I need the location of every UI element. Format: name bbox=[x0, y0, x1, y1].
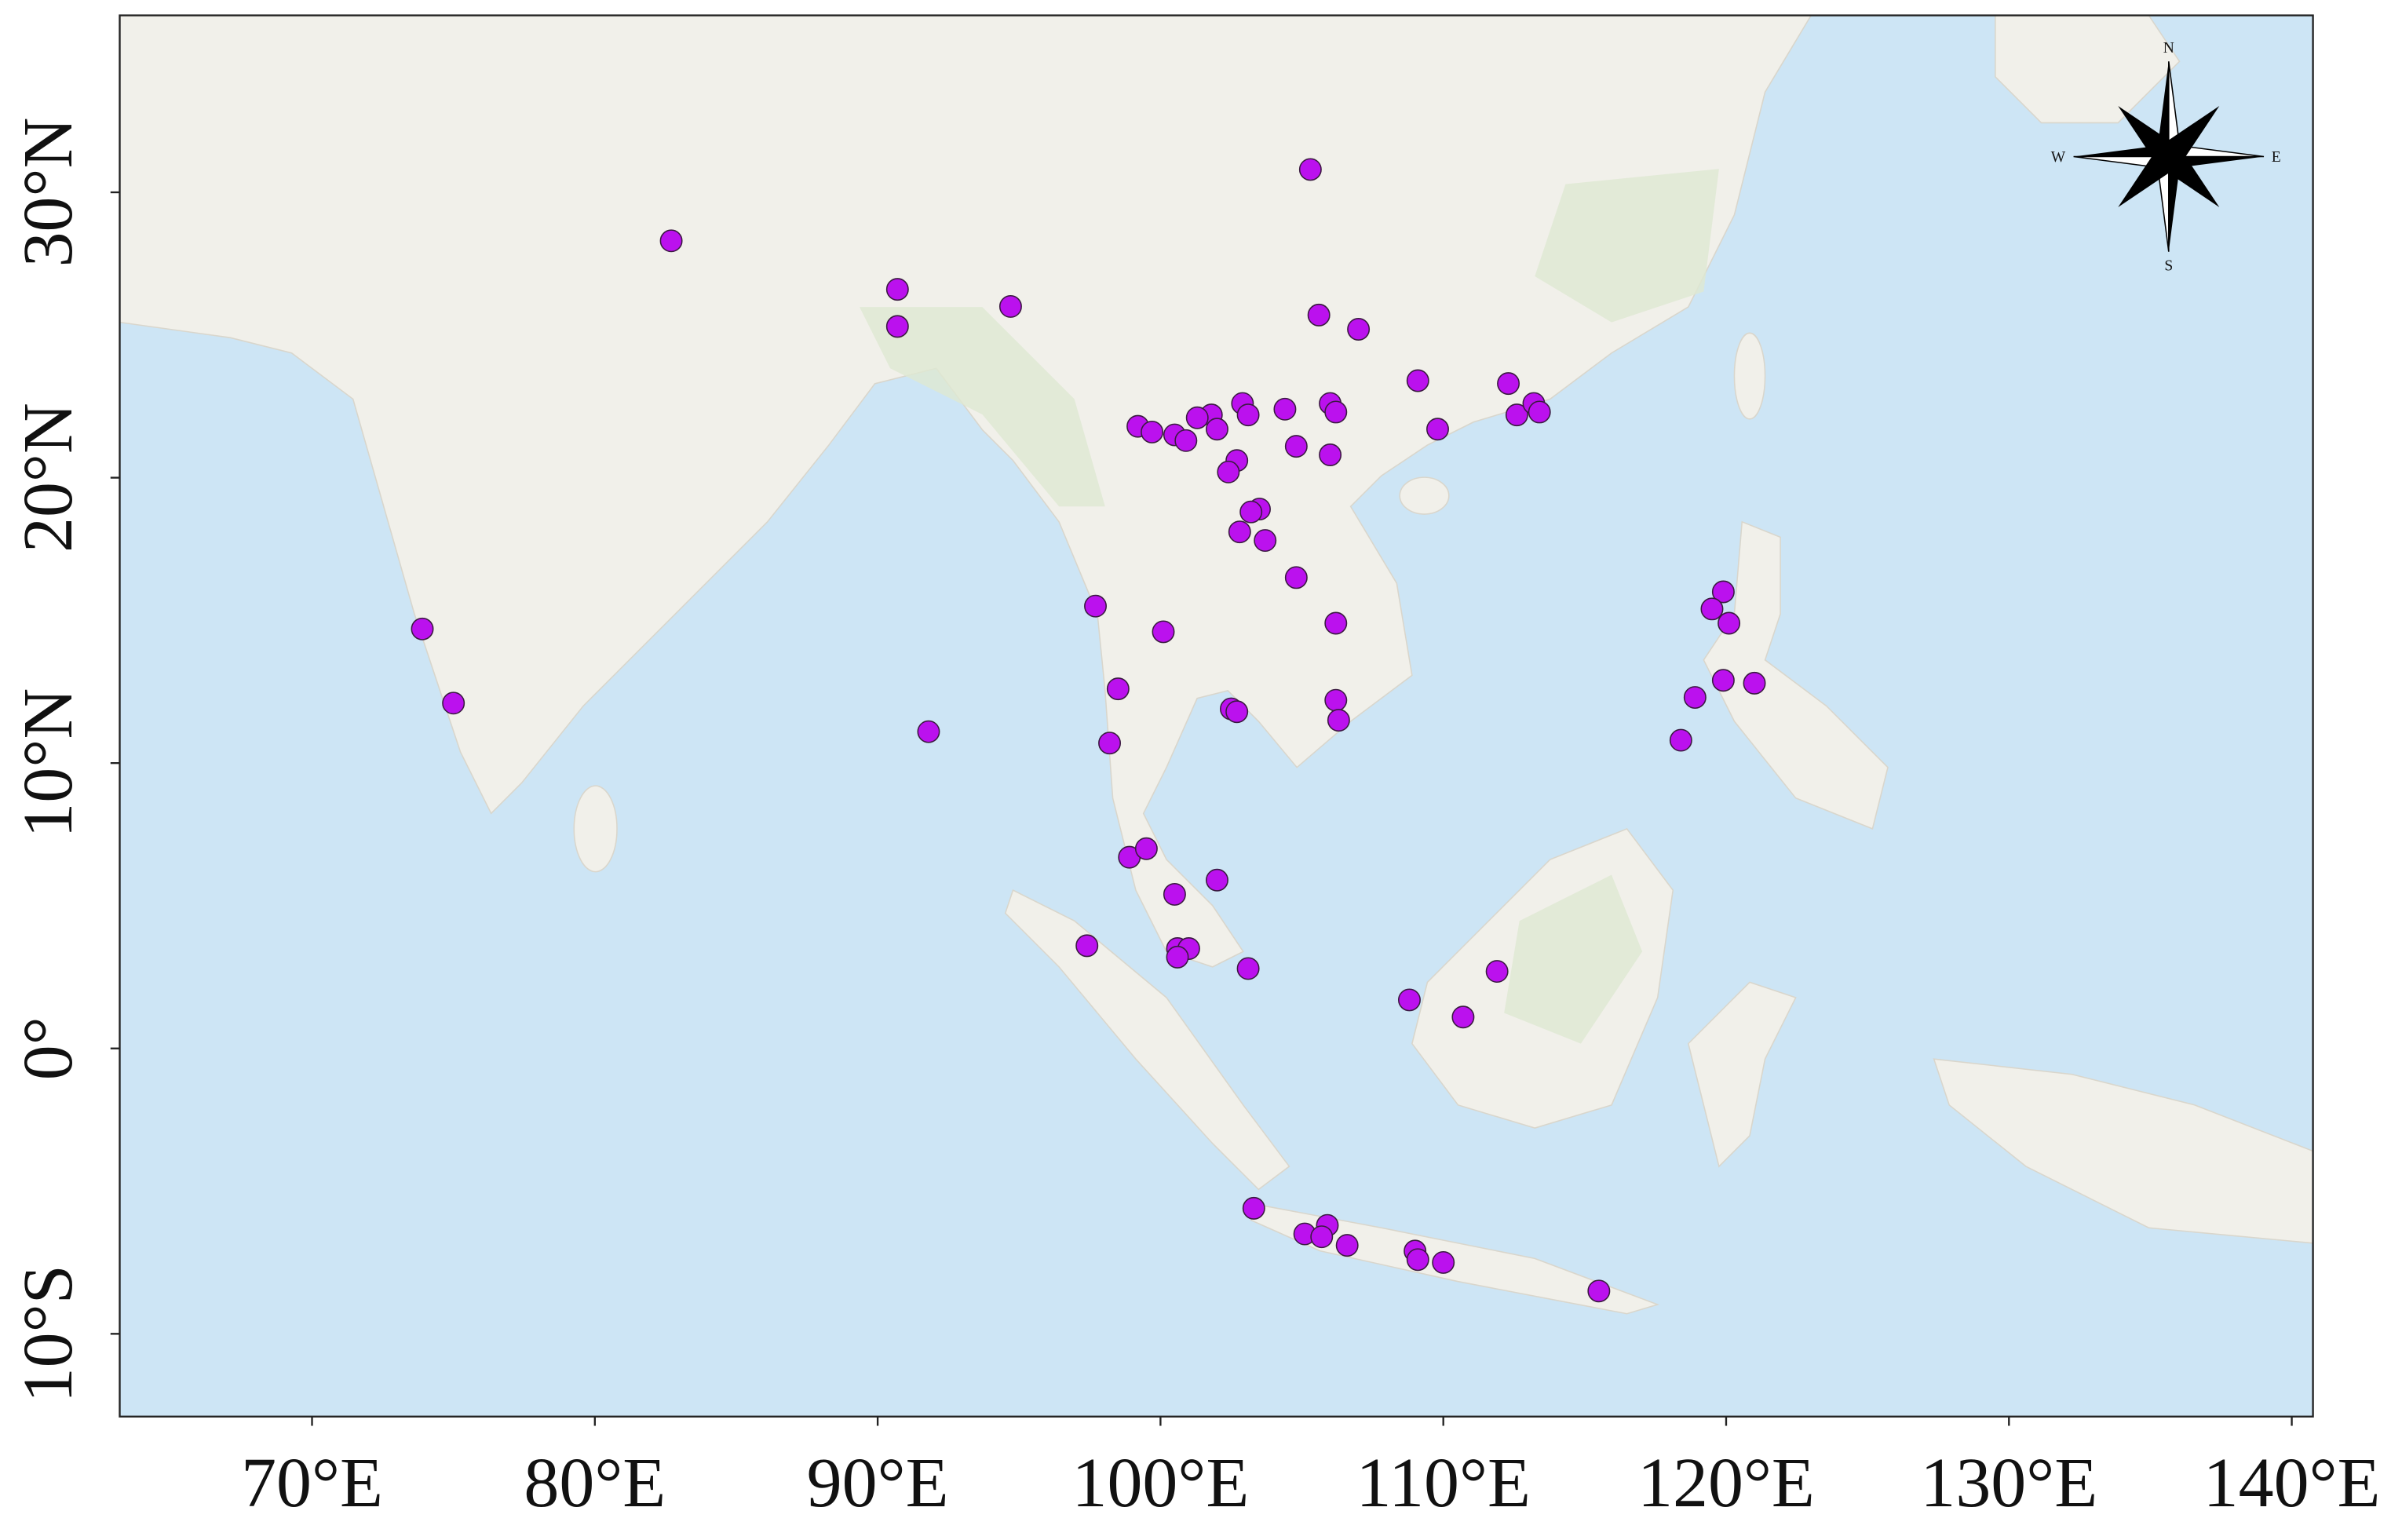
x-tick-label: 100°E bbox=[1071, 1444, 1249, 1522]
sample-point bbox=[917, 720, 940, 743]
sample-point bbox=[1166, 945, 1189, 969]
sample-point bbox=[1587, 1279, 1611, 1303]
sample-point bbox=[998, 294, 1022, 318]
sample-point bbox=[442, 692, 465, 715]
sample-point bbox=[1406, 369, 1429, 392]
sample-point bbox=[1152, 620, 1175, 644]
x-tick-label: 70°E bbox=[241, 1444, 383, 1522]
sample-point bbox=[1174, 429, 1198, 452]
x-tick-label: 120°E bbox=[1637, 1444, 1815, 1522]
sample-point bbox=[1185, 406, 1209, 429]
map-frame bbox=[119, 14, 2314, 1418]
sample-point bbox=[1205, 418, 1228, 441]
sample-point bbox=[1324, 400, 1348, 424]
sample-point bbox=[1228, 520, 1251, 544]
y-tick-label: 10°S bbox=[9, 1264, 87, 1403]
sample-point bbox=[1205, 868, 1228, 892]
y-tick-label: 0° bbox=[9, 1016, 87, 1080]
compass-rose: N S W E bbox=[2051, 40, 2281, 275]
x-tick-label: 80°E bbox=[524, 1444, 666, 1522]
sample-point bbox=[411, 617, 434, 640]
sample-point bbox=[1528, 400, 1551, 424]
sample-point bbox=[1273, 397, 1297, 421]
sample-point bbox=[1718, 611, 1741, 635]
sample-point bbox=[1075, 934, 1099, 958]
sample-point bbox=[1711, 580, 1735, 604]
sample-point bbox=[1327, 709, 1350, 732]
sample-point bbox=[1319, 443, 1342, 466]
sample-point bbox=[1236, 403, 1260, 427]
sample-point bbox=[1451, 1005, 1475, 1029]
basemap bbox=[119, 15, 2313, 1417]
compass-s: S bbox=[2164, 258, 2173, 275]
sample-point bbox=[1284, 566, 1308, 589]
sample-point bbox=[1324, 688, 1348, 712]
sample-point bbox=[1497, 372, 1520, 396]
sample-point bbox=[1098, 732, 1122, 755]
sample-point bbox=[1163, 882, 1186, 906]
sample-point bbox=[1217, 460, 1240, 484]
sample-point bbox=[1310, 1225, 1334, 1249]
sample-point bbox=[1485, 960, 1509, 983]
sample-point bbox=[1307, 303, 1331, 327]
sample-point bbox=[1225, 700, 1249, 724]
sample-point bbox=[885, 278, 909, 301]
compass-e: E bbox=[2272, 149, 2281, 166]
sample-point bbox=[1242, 1196, 1265, 1220]
sample-point bbox=[1084, 594, 1107, 618]
sample-point bbox=[1134, 837, 1158, 860]
sample-point bbox=[1324, 611, 1348, 635]
sample-point bbox=[1347, 318, 1371, 341]
x-tick-label: 140°E bbox=[2203, 1444, 2381, 1522]
sample-point bbox=[1335, 1234, 1359, 1257]
sample-point bbox=[1284, 435, 1308, 458]
sample-point bbox=[1669, 728, 1692, 752]
sample-point bbox=[1239, 500, 1263, 524]
sample-point bbox=[1683, 686, 1707, 710]
y-tick-label: 30°N bbox=[9, 118, 87, 268]
sample-point bbox=[885, 315, 909, 338]
sample-point bbox=[1711, 669, 1735, 692]
compass-n: N bbox=[2163, 40, 2174, 57]
sample-point bbox=[1432, 1250, 1455, 1274]
sample-point bbox=[1406, 1248, 1429, 1272]
compass-w: W bbox=[2051, 149, 2066, 166]
sample-point bbox=[1298, 158, 1322, 181]
x-tick-label: 130°E bbox=[1920, 1444, 2097, 1522]
sample-point bbox=[1141, 420, 1164, 443]
sample-point bbox=[1700, 597, 1724, 621]
sample-point bbox=[1106, 677, 1130, 701]
x-tick-label: 90°E bbox=[807, 1444, 949, 1522]
sample-point bbox=[1254, 529, 1277, 553]
x-tick-label: 110°E bbox=[1356, 1444, 1530, 1522]
points bbox=[411, 158, 1766, 1303]
sample-point bbox=[1236, 957, 1260, 980]
sample-point bbox=[1397, 988, 1421, 1012]
sample-point bbox=[659, 229, 683, 253]
sample-point bbox=[1505, 403, 1528, 427]
y-tick-label: 10°N bbox=[9, 688, 87, 838]
sample-point bbox=[1426, 418, 1449, 441]
y-tick-label: 20°N bbox=[9, 403, 87, 553]
sample-point bbox=[1743, 671, 1766, 695]
